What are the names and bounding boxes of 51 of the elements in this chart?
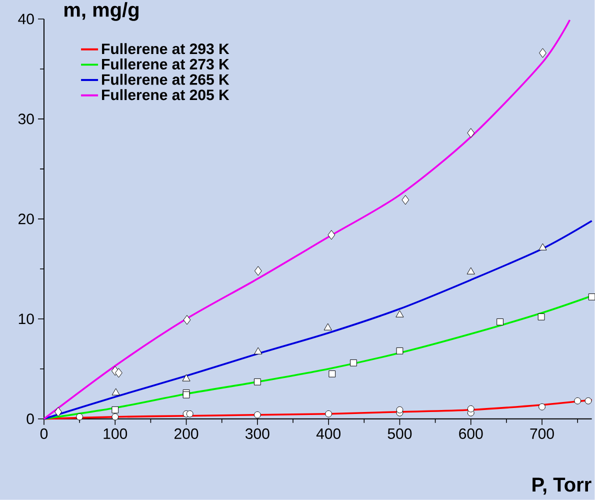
x-tick-label: 700 (530, 428, 554, 440)
x-tick-label: 400 (316, 428, 340, 440)
x-axis-title: P, Torr (532, 478, 592, 495)
x-tick-label: 200 (174, 428, 198, 440)
y-axis-title: m, mg/g (64, 2, 138, 21)
point (466, 267, 475, 274)
point (328, 230, 336, 240)
point (54, 407, 62, 417)
point (538, 243, 547, 250)
point (396, 406, 404, 414)
legend-label: Fullerene at 205 K (102, 89, 230, 100)
legend-label: Fullerene at 273 K (102, 58, 230, 70)
point (496, 318, 504, 326)
point (402, 195, 410, 205)
x-tick-label: 0 (40, 428, 48, 440)
point (186, 410, 194, 418)
y-tick-label: 0 (26, 414, 34, 424)
point (588, 294, 595, 300)
point (538, 404, 546, 410)
point (325, 410, 332, 418)
point (76, 413, 83, 420)
y-tick-label: 10 (18, 314, 34, 324)
point (183, 315, 191, 325)
point (539, 48, 546, 58)
point (324, 323, 332, 330)
legend-label: Fullerene at 293 K (102, 43, 230, 54)
point (254, 266, 262, 276)
y-tick-label: 40 (18, 14, 34, 24)
legend-label: Fullerene at 265 K (102, 74, 230, 85)
point (538, 314, 545, 320)
point (328, 370, 336, 378)
point (467, 406, 474, 412)
point (112, 388, 120, 396)
point (254, 347, 262, 354)
point (396, 348, 404, 354)
x-tick-label: 100 (104, 428, 128, 440)
point (254, 411, 261, 418)
x-tick-label: 600 (459, 428, 483, 440)
point (254, 378, 261, 386)
point (396, 310, 404, 318)
y-tick-label: 20 (18, 214, 34, 224)
point (112, 406, 119, 414)
point (467, 128, 475, 138)
point (574, 398, 582, 404)
point (115, 368, 122, 378)
point (182, 374, 190, 382)
x-tick-label: 300 (245, 428, 270, 440)
y-tick-label: 30 (18, 114, 34, 124)
point (350, 360, 357, 366)
point (112, 413, 119, 420)
x-tick-label: 500 (388, 428, 412, 440)
